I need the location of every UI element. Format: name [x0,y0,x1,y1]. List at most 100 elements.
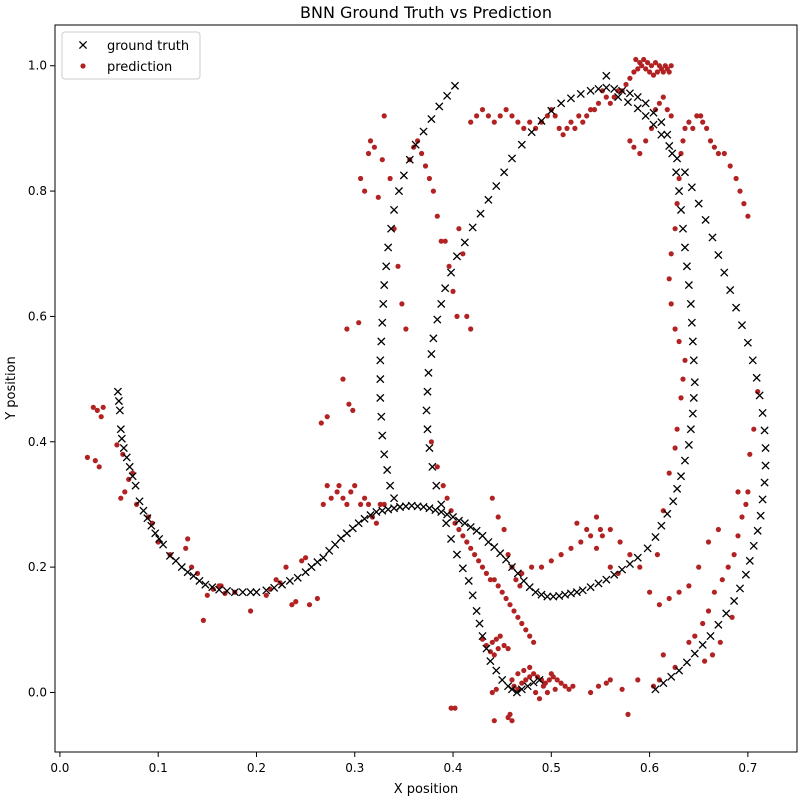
prediction-point [358,175,364,182]
ground-truth-point [128,472,137,481]
prediction-point [584,113,590,119]
x-axis-label: X position [394,782,459,797]
prediction-point [248,608,254,614]
prediction-point [686,119,692,125]
ground-truth-point [745,556,754,565]
ground-truth-point [641,111,650,120]
ground-truth-point [753,526,762,535]
prediction-point [350,407,356,413]
prediction-point [690,125,696,131]
y-tick-label: 0.8 [28,184,47,198]
ground-truth-point [689,356,698,365]
ground-truth-point [159,540,168,549]
prediction-point [419,150,425,157]
prediction-point [438,238,444,244]
prediction-point [715,526,722,533]
prediction-point [499,589,505,595]
prediction-point [495,646,501,652]
x-tick-label: 0.5 [542,761,561,775]
prediction-point [377,501,383,507]
prediction-point [660,652,666,658]
ground-truth-point [476,209,485,218]
ground-truth-point [437,500,446,509]
prediction-point [574,520,580,526]
ground-truth-point [490,543,499,552]
prediction-point [680,138,686,144]
prediction-point [631,69,637,75]
prediction-point [527,633,533,639]
prediction-point [283,564,289,570]
legend: ground truth prediction [61,31,201,80]
ground-truth-point [543,592,552,601]
ground-truth-point [651,532,660,542]
ground-truth-point [443,91,452,100]
ground-truth-point [698,640,707,649]
prediction-point [660,69,666,75]
prediction-point [454,313,460,319]
ground-truth-point [468,223,477,232]
ground-truth-point [755,391,764,400]
prediction-point [558,552,564,558]
prediction-point [513,577,519,583]
prediction-point [491,577,497,583]
ground-truth-point [458,564,467,573]
prediction-point [318,420,324,426]
ground-truth-point [437,507,446,517]
prediction-point [509,113,515,119]
prediction-point [90,404,96,410]
legend-prediction-marker [80,63,86,69]
prediction-point [588,533,594,539]
ground-truth-point [492,182,501,191]
prediction-point [674,426,680,432]
prediction-point [607,526,613,533]
ground-truth-point [761,443,770,453]
ground-truth-point [325,546,334,555]
prediction-point [491,119,497,125]
prediction-point [521,125,527,131]
ground-truth-point [741,570,750,579]
prediction-point [566,686,572,692]
ground-truth-point [760,426,769,435]
prediction-point [633,56,639,63]
ground-truth-point [732,303,741,312]
prediction-point [314,595,320,602]
ground-truth-point [682,262,691,271]
ground-truth-point [117,434,126,443]
prediction-point [167,552,173,558]
prediction-point [672,326,678,332]
prediction-point [711,589,718,595]
prediction-point [570,683,576,689]
ground-truth-point [492,666,501,675]
ground-truth-point [517,685,526,694]
prediction-point [686,639,692,645]
prediction-point [521,667,527,674]
prediction-point [538,564,545,570]
ground-truth-point [687,318,696,327]
ground-truth-point [319,553,328,562]
ground-truth-point [354,519,363,528]
prediction-point [334,489,340,495]
ground-truth-point [486,657,495,666]
ground-truth-point [115,406,124,415]
ground-truth-point [633,104,642,113]
prediction-point [735,489,741,495]
prediction-point [676,589,682,595]
prediction-point [595,100,602,106]
ground-truth-point [122,453,131,462]
x-tick-label: 0.1 [149,761,168,775]
prediction-point [527,664,533,671]
ground-truth-point [566,94,576,103]
ground-truth-point [262,586,271,595]
prediction-point [515,119,521,125]
ground-truth-point [230,588,239,597]
prediction-point [745,213,751,219]
ground-truth-point [116,425,125,434]
ground-truth-point [673,484,682,493]
prediction-point [100,404,106,410]
ground-truth-point [452,252,462,261]
y-tick-label: 0.0 [28,685,47,699]
ground-truth-point [610,570,619,579]
ground-truth-point [641,99,650,108]
ground-truth-point [475,619,484,628]
prediction-point [546,677,552,683]
